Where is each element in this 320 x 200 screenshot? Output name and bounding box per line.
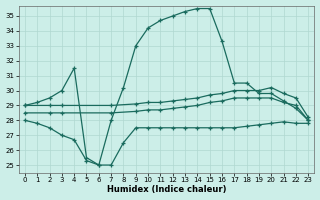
- X-axis label: Humidex (Indice chaleur): Humidex (Indice chaleur): [107, 185, 226, 194]
